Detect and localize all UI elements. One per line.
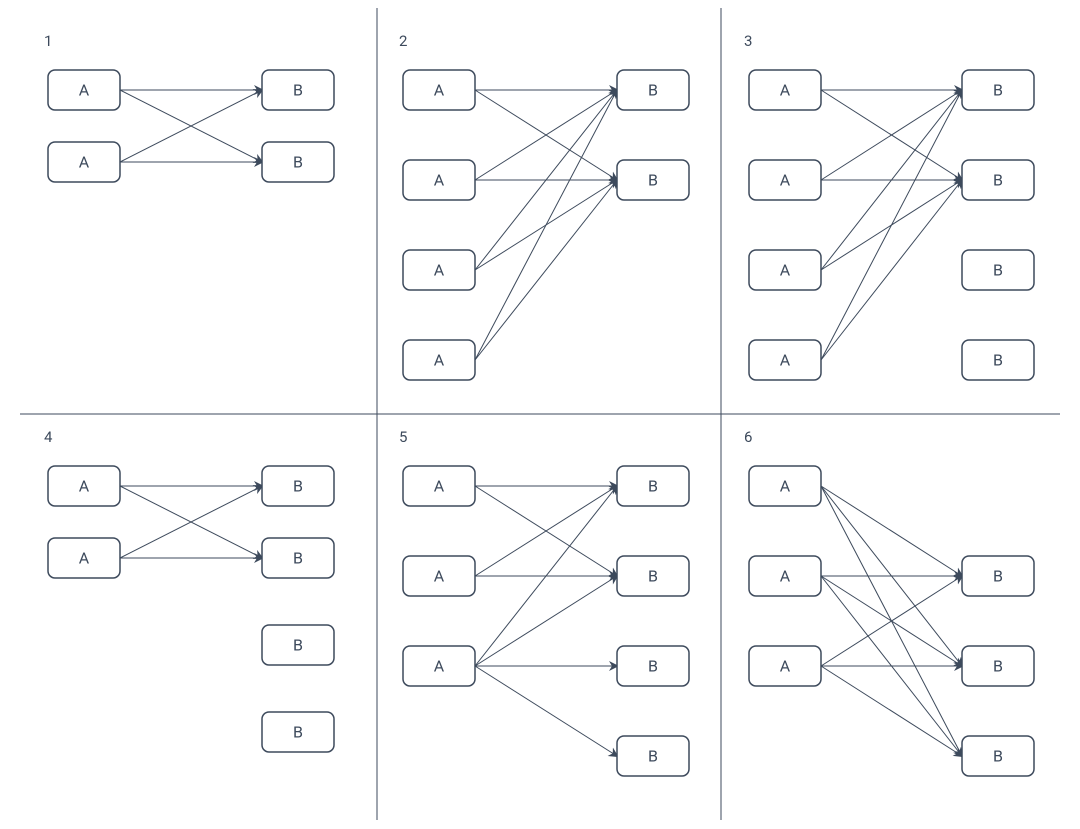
node-a: A [403,250,475,290]
node-label: B [648,81,658,100]
node-label: A [79,549,90,568]
edge [475,576,617,666]
edge [475,180,617,360]
node-a: A [48,70,120,110]
node-b: B [962,160,1034,200]
node-b: B [617,646,689,686]
node-label: A [434,657,445,676]
edge [821,90,962,360]
node-a: A [749,556,821,596]
node-label: B [993,567,1003,586]
node-b: B [962,250,1034,290]
node-a: A [403,160,475,200]
node-label: B [293,636,303,655]
panel-label-4: 4 [44,428,53,446]
node-b: B [962,70,1034,110]
node-b: B [262,712,334,752]
node-label: A [780,261,791,280]
node-label: A [780,567,791,586]
dividers-layer [20,8,1060,820]
node-label: A [780,171,791,190]
node-b: B [962,646,1034,686]
node-label: A [79,477,90,496]
node-b: B [962,736,1034,776]
node-b: B [617,70,689,110]
node-b: B [262,70,334,110]
node-label: B [993,351,1003,370]
node-b: B [962,340,1034,380]
node-b: B [262,538,334,578]
node-b: B [962,556,1034,596]
node-label: B [993,171,1003,190]
node-a: A [403,70,475,110]
node-label: B [293,549,303,568]
node-a: A [48,466,120,506]
node-label: A [434,81,445,100]
node-b: B [617,466,689,506]
node-a: A [749,340,821,380]
edge [821,666,962,756]
node-label: B [648,657,658,676]
edge [475,90,617,360]
node-a: A [403,556,475,596]
panel-label-5: 5 [399,428,407,446]
edges-layer [120,90,962,756]
edge [475,666,617,756]
node-label: A [79,153,90,172]
node-label: B [648,171,658,190]
node-a: A [48,142,120,182]
node-label: B [293,81,303,100]
panel-label-2: 2 [399,32,407,50]
node-a: A [48,538,120,578]
node-a: A [749,160,821,200]
diagram-canvas: A A B B A A A A B B A A A A B B B B A A B B B B A A A B B B B A A A B B B 1 2… [0,0,1080,829]
node-label: A [434,477,445,496]
nodes-layer: A A B B A A A A B B A A A A B B B B A A B B B B A A A B B B B A A A B B B [48,70,1034,776]
node-label: A [780,81,791,100]
node-a: A [749,466,821,506]
edge [821,180,962,360]
node-label: B [293,477,303,496]
node-a: A [749,70,821,110]
node-label: A [780,351,791,370]
node-label: B [993,261,1003,280]
panel-label-6: 6 [744,428,752,446]
node-a: A [749,250,821,290]
node-b: B [617,160,689,200]
node-b: B [262,466,334,506]
node-label: A [79,81,90,100]
node-label: B [993,657,1003,676]
node-label: A [780,477,791,496]
edge [821,486,962,576]
node-label: B [293,723,303,742]
node-label: A [780,657,791,676]
node-label: B [993,81,1003,100]
node-label: A [434,567,445,586]
node-b: B [262,142,334,182]
node-label: B [293,153,303,172]
node-label: A [434,351,445,370]
panel-label-3: 3 [744,32,752,50]
panel-label-1: 1 [44,32,52,50]
node-label: B [648,477,658,496]
node-label: B [648,567,658,586]
node-a: A [403,646,475,686]
node-label: B [648,747,658,766]
node-label: B [993,747,1003,766]
node-a: A [403,466,475,506]
node-a: A [403,340,475,380]
node-b: B [262,625,334,665]
node-a: A [749,646,821,686]
node-label: A [434,171,445,190]
node-label: A [434,261,445,280]
node-b: B [617,736,689,776]
node-b: B [617,556,689,596]
